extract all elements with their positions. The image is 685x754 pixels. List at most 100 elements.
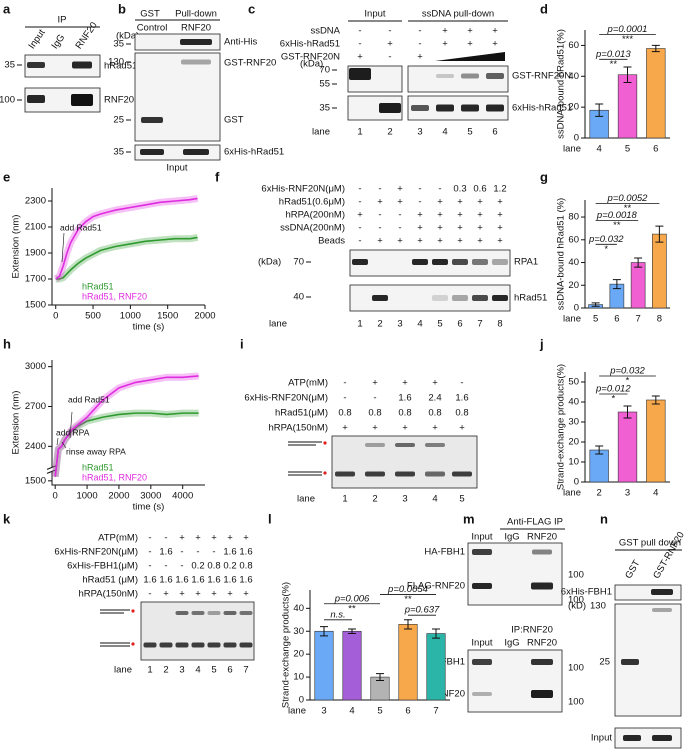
condition: - bbox=[438, 184, 441, 195]
band bbox=[461, 73, 479, 79]
x-tick-label: 5 bbox=[593, 314, 598, 325]
band-label: Anti-His bbox=[224, 37, 258, 48]
legend-entry: hRad51, RNF20 bbox=[82, 472, 147, 482]
x-tick-label: 0 bbox=[53, 491, 58, 502]
x-tick-label: 6 bbox=[405, 706, 410, 717]
condition: - bbox=[148, 533, 151, 544]
band bbox=[472, 659, 492, 665]
condition: - bbox=[378, 184, 381, 195]
condition: 1.2 bbox=[493, 184, 506, 195]
panel-label: a bbox=[3, 1, 11, 16]
marker-label: 35 bbox=[113, 147, 124, 158]
band-label: HA-FBH1 bbox=[424, 547, 465, 558]
condition: 0.2 bbox=[223, 561, 236, 572]
condition: - bbox=[398, 210, 401, 221]
error-bar bbox=[623, 66, 632, 83]
x-axis-label: time (s) bbox=[133, 322, 165, 333]
y-tick-label: 40 bbox=[568, 397, 579, 408]
condition: - bbox=[164, 533, 167, 544]
x-tick-label: 5 bbox=[625, 144, 630, 155]
band bbox=[365, 471, 385, 477]
band bbox=[486, 104, 504, 112]
band bbox=[207, 642, 221, 648]
condition: + bbox=[497, 236, 503, 247]
band bbox=[472, 692, 492, 696]
x-tick-label: 3 bbox=[625, 488, 630, 499]
row-label: 6xHis-RNF20N(μM) bbox=[261, 184, 345, 195]
asterisk bbox=[131, 609, 135, 613]
unit-label: (kDa) bbox=[116, 31, 139, 42]
lane-number: 5 bbox=[211, 665, 216, 676]
unit-label: (kDa) bbox=[258, 257, 281, 268]
lane-number: 3 bbox=[402, 494, 407, 505]
x-tick-label: 0 bbox=[53, 311, 58, 322]
band bbox=[472, 295, 488, 301]
band bbox=[486, 73, 504, 79]
condition: + bbox=[477, 197, 483, 208]
band bbox=[181, 59, 211, 65]
condition: + bbox=[195, 533, 201, 544]
condition: + bbox=[397, 184, 403, 195]
panel-label: k bbox=[3, 511, 11, 526]
condition: - bbox=[358, 184, 361, 195]
condition: - bbox=[358, 26, 361, 37]
lane-label: IgG bbox=[50, 32, 68, 51]
annotation: ** bbox=[348, 603, 356, 614]
condition: + bbox=[477, 210, 483, 221]
band-label: RNF20 bbox=[435, 689, 465, 700]
condition: + bbox=[467, 39, 473, 50]
x-tick-label: 500 bbox=[85, 311, 101, 322]
band bbox=[623, 735, 641, 741]
condition: + bbox=[357, 210, 363, 221]
condition: - bbox=[398, 223, 401, 234]
band bbox=[71, 94, 93, 106]
condition: - bbox=[148, 589, 151, 600]
label: Pull-down bbox=[175, 9, 217, 20]
label: Input bbox=[591, 733, 612, 744]
y-tick-label: 30 bbox=[293, 626, 304, 637]
band bbox=[223, 611, 237, 615]
condition: - bbox=[378, 223, 381, 234]
band bbox=[335, 471, 355, 477]
error-bar bbox=[655, 225, 664, 243]
condition: + bbox=[497, 197, 503, 208]
lane-number: 6 bbox=[492, 127, 497, 138]
panel-label: e bbox=[3, 169, 10, 184]
condition: - bbox=[418, 39, 421, 50]
x-tick-label: 1000 bbox=[76, 491, 97, 502]
lane-number: 6 bbox=[227, 665, 232, 676]
condition: + bbox=[497, 223, 503, 234]
row-label: GST-RNF20N bbox=[281, 52, 340, 63]
condition: - bbox=[180, 547, 183, 558]
condition: + bbox=[357, 52, 363, 63]
band bbox=[432, 259, 448, 265]
x-tick-label: 2 bbox=[597, 488, 602, 499]
condition: 0.8 bbox=[207, 561, 220, 572]
x-tick-label: 4 bbox=[349, 706, 354, 717]
bar bbox=[589, 449, 609, 483]
lane-number: 5 bbox=[437, 319, 442, 330]
row-label: hRad51(μM) bbox=[275, 408, 328, 419]
y-tick-label: 3000 bbox=[25, 361, 46, 372]
annotation-pointer bbox=[69, 411, 73, 439]
trace bbox=[55, 236, 198, 280]
band bbox=[452, 259, 468, 265]
band bbox=[175, 642, 189, 648]
x-tick-label: 5 bbox=[377, 706, 382, 717]
x-tick-label: 3000 bbox=[140, 491, 161, 502]
x-axis-label: lane bbox=[288, 706, 306, 717]
y-tick-label: 2100 bbox=[25, 222, 46, 233]
x-tick-label: 6 bbox=[653, 144, 658, 155]
condition: + bbox=[397, 197, 403, 208]
x-axis-label: lane bbox=[563, 314, 581, 325]
panel-label: l bbox=[268, 511, 272, 526]
band bbox=[207, 611, 221, 615]
bar bbox=[342, 630, 362, 701]
lane-number: 2 bbox=[372, 494, 377, 505]
annotation: ** bbox=[610, 59, 618, 70]
annotation: add Rad51 bbox=[60, 222, 102, 232]
y-tick-label: 40 bbox=[568, 257, 579, 268]
band-label: 6xHis-FBH1 bbox=[561, 587, 612, 598]
bar bbox=[617, 411, 638, 483]
condition: + bbox=[417, 223, 423, 234]
